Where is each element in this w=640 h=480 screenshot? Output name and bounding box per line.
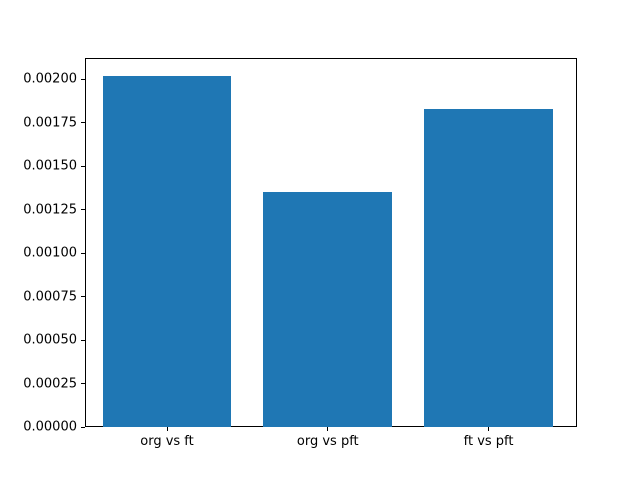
y-tick-mark: [81, 209, 85, 211]
y-tick-label: 0.00175: [23, 115, 77, 131]
y-tick-mark: [81, 122, 85, 124]
y-tick-mark: [81, 426, 85, 428]
y-tick-label: 0.00025: [23, 376, 77, 391]
bar-org-vs-pft: [263, 192, 393, 427]
y-tick-mark: [81, 339, 85, 341]
y-tick-mark: [81, 383, 85, 384]
x-tick-label: org vs ft: [140, 434, 194, 449]
y-tick-label: 0.00125: [23, 202, 77, 218]
bar-org-vs-ft: [102, 75, 232, 427]
y-tick-label: 0.00075: [23, 289, 77, 305]
bar-ft-vs-pft: [424, 108, 553, 427]
y-tick-label: 0.00000: [23, 419, 77, 435]
x-tick-label: org vs pft: [296, 434, 359, 449]
y-tick-label: 0.00150: [23, 158, 77, 174]
x-tick-mark: [327, 427, 329, 431]
y-tick-label: 0.00200: [23, 71, 77, 87]
x-tick-label: ft vs pft: [463, 434, 514, 449]
x-tick-mark: [488, 427, 490, 431]
y-tick-label: 0.00050: [23, 332, 77, 348]
y-tick-mark: [81, 78, 85, 80]
y-tick-mark: [81, 165, 85, 167]
y-tick-label: 0.00100: [23, 245, 77, 261]
x-tick-mark: [166, 427, 168, 431]
y-tick-mark: [81, 296, 85, 298]
y-tick-mark: [81, 252, 85, 254]
